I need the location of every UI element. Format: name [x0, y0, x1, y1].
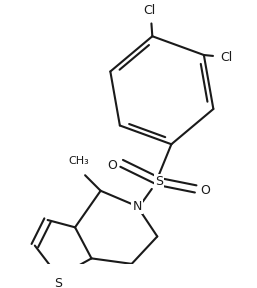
Text: Cl: Cl: [143, 4, 156, 17]
Text: O: O: [200, 184, 210, 197]
Text: S: S: [54, 277, 63, 288]
Text: Cl: Cl: [221, 51, 233, 64]
Text: S: S: [155, 175, 163, 188]
Text: O: O: [108, 159, 117, 172]
Text: N: N: [133, 200, 142, 213]
Text: CH₃: CH₃: [68, 156, 89, 166]
